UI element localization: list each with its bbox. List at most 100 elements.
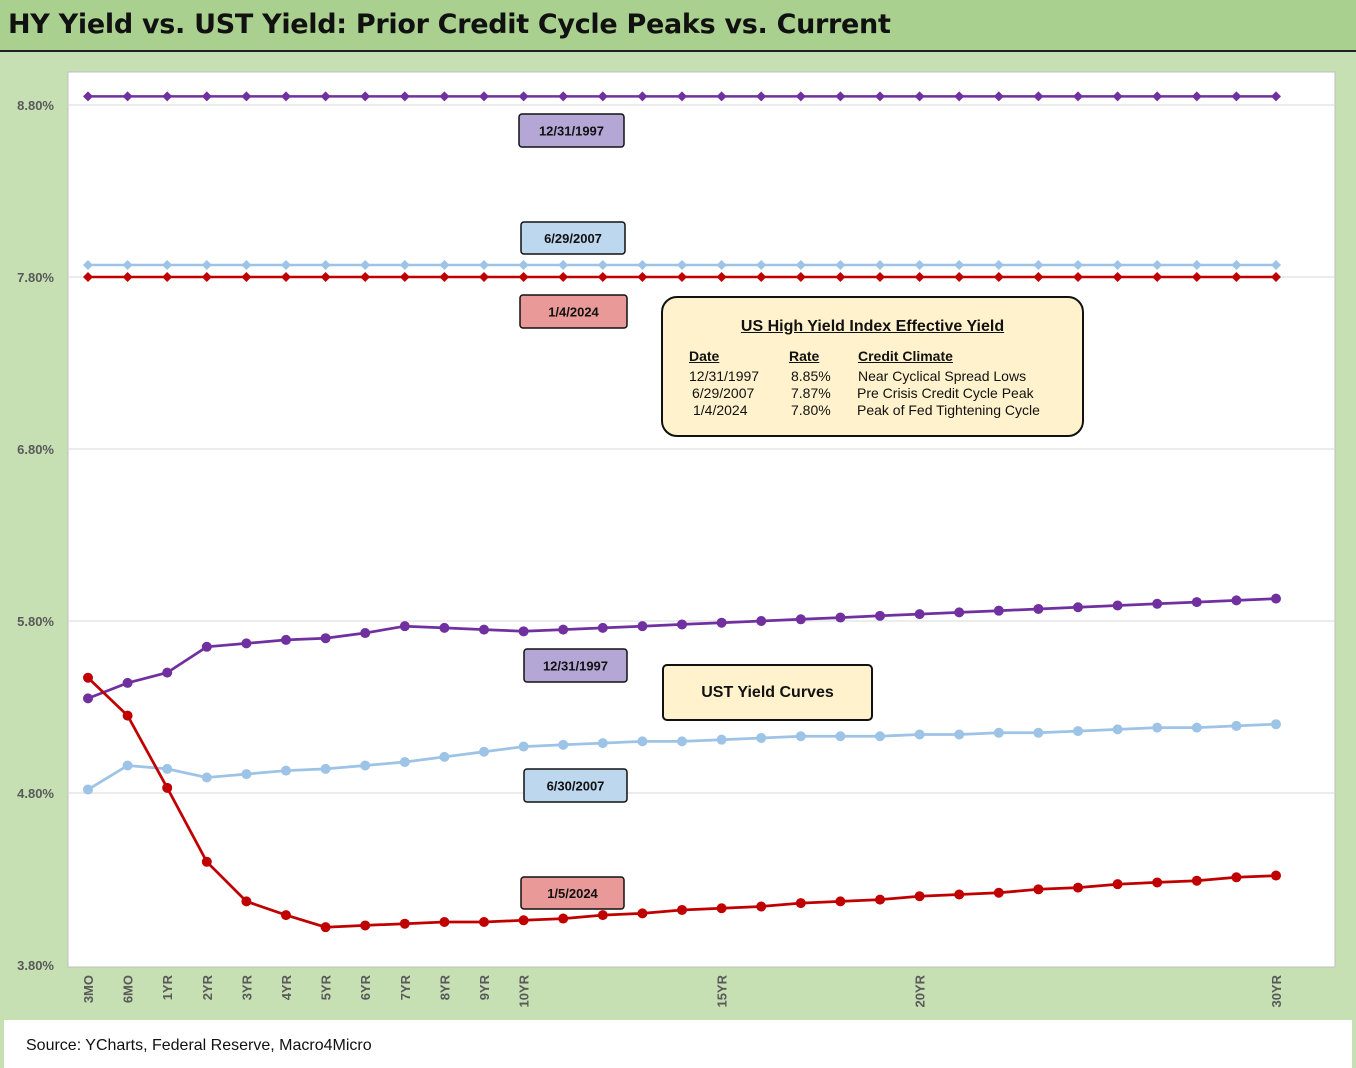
data-point-ust bbox=[281, 910, 291, 921]
data-point-hy bbox=[875, 91, 885, 102]
data-point-hy bbox=[83, 91, 93, 102]
data-point-ust bbox=[1152, 722, 1163, 733]
data-point-ust bbox=[360, 760, 371, 771]
data-point-hy bbox=[677, 259, 687, 270]
data-point-hy bbox=[479, 259, 489, 270]
data-point-ust bbox=[1231, 595, 1242, 606]
x-tick-label: 1YR bbox=[160, 974, 175, 1000]
data-point-hy bbox=[320, 259, 331, 270]
x-tick-label: 5YR bbox=[319, 974, 334, 1000]
legend-header-rate: Rate bbox=[789, 348, 820, 364]
data-point-hy bbox=[399, 91, 410, 102]
data-point-hy bbox=[716, 91, 727, 102]
data-point-ust bbox=[716, 903, 727, 914]
data-point-hy bbox=[1231, 91, 1242, 102]
data-point-ust bbox=[835, 612, 846, 623]
data-point-hy bbox=[162, 91, 173, 102]
data-point-ust bbox=[320, 922, 331, 933]
data-point-hy bbox=[1033, 91, 1044, 102]
data-point-hy bbox=[162, 259, 173, 270]
legend-row-rate: 8.85% bbox=[791, 368, 831, 384]
x-tick-label: 9YR bbox=[477, 974, 492, 1000]
data-point-hy bbox=[597, 91, 608, 102]
data-point-ust bbox=[281, 765, 291, 776]
data-point-ust bbox=[518, 741, 529, 752]
legend-row-rate: 7.80% bbox=[791, 402, 831, 418]
data-point-hy bbox=[835, 91, 846, 102]
data-point-hy bbox=[795, 91, 806, 102]
x-tick-label: 3YR bbox=[239, 974, 254, 1000]
data-point-ust bbox=[201, 641, 212, 652]
data-point-ust bbox=[835, 731, 846, 742]
data-point-ust bbox=[241, 896, 252, 907]
data-point-hy bbox=[914, 91, 925, 102]
data-point-hy bbox=[83, 272, 93, 282]
data-point-hy bbox=[1191, 259, 1202, 270]
data-point-ust bbox=[241, 769, 252, 780]
data-point-ust bbox=[1033, 603, 1044, 614]
data-point-ust bbox=[875, 894, 885, 905]
data-point-hy bbox=[637, 272, 648, 282]
data-point-ust bbox=[835, 896, 846, 907]
data-point-ust bbox=[399, 621, 410, 632]
data-point-ust bbox=[122, 677, 133, 688]
ust-yield-curves-label: UST Yield Curves bbox=[662, 664, 873, 721]
chart-title: HY Yield vs. UST Yield: Prior Credit Cyc… bbox=[8, 9, 891, 40]
data-point-ust bbox=[162, 667, 173, 678]
data-point-hy bbox=[162, 272, 173, 282]
data-point-hy bbox=[1191, 91, 1202, 102]
data-point-hy bbox=[479, 272, 489, 282]
data-point-hy bbox=[597, 272, 608, 282]
data-point-ust bbox=[716, 734, 727, 745]
data-point-ust bbox=[993, 887, 1004, 898]
data-point-hy bbox=[756, 259, 767, 270]
data-point-ust bbox=[399, 918, 410, 929]
data-point-ust bbox=[954, 607, 965, 618]
data-point-hy bbox=[716, 259, 727, 270]
data-point-ust bbox=[1073, 726, 1083, 737]
data-point-hy bbox=[993, 91, 1004, 102]
data-point-hy bbox=[122, 272, 133, 282]
data-point-ust bbox=[914, 891, 925, 902]
legend-header-climate: Credit Climate bbox=[858, 348, 953, 364]
x-tick-label: 7YR bbox=[398, 974, 413, 1000]
data-point-ust bbox=[439, 622, 450, 633]
title-bar: HY Yield vs. UST Yield: Prior Credit Cyc… bbox=[0, 0, 1356, 52]
data-point-ust bbox=[518, 626, 529, 637]
data-point-ust bbox=[914, 729, 925, 740]
y-tick-label: 3.80% bbox=[17, 958, 54, 973]
data-point-hy bbox=[835, 272, 846, 282]
data-point-hy bbox=[439, 91, 450, 102]
data-point-ust bbox=[1033, 884, 1044, 895]
data-point-ust bbox=[1073, 882, 1083, 893]
data-point-ust bbox=[479, 917, 489, 927]
data-point-hy bbox=[954, 272, 965, 282]
data-point-ust bbox=[320, 633, 331, 644]
data-point-ust bbox=[1073, 602, 1083, 613]
data-point-hy bbox=[558, 259, 569, 270]
x-tick-label: 10YR bbox=[517, 974, 532, 1007]
data-point-hy bbox=[241, 259, 252, 270]
data-point-ust bbox=[1152, 598, 1163, 609]
data-point-ust bbox=[479, 746, 489, 757]
legend-row-date: 1/4/2024 bbox=[693, 402, 748, 418]
data-point-ust bbox=[1271, 870, 1281, 881]
data-point-ust bbox=[122, 760, 133, 771]
data-point-ust bbox=[993, 605, 1004, 616]
data-point-hy bbox=[637, 259, 648, 270]
data-point-ust bbox=[677, 619, 687, 630]
data-point-hy bbox=[518, 91, 529, 102]
data-point-hy bbox=[875, 272, 885, 282]
data-point-hy bbox=[281, 272, 291, 282]
data-point-ust bbox=[756, 616, 767, 626]
data-point-ust bbox=[360, 920, 371, 931]
data-point-hy bbox=[439, 259, 450, 270]
data-point-ust bbox=[756, 901, 767, 912]
data-point-hy bbox=[241, 272, 252, 282]
x-tick-label: 6YR bbox=[358, 974, 373, 1000]
data-point-hy bbox=[1073, 91, 1083, 102]
data-point-ust bbox=[677, 736, 687, 747]
data-point-hy bbox=[1152, 91, 1163, 102]
data-point-ust bbox=[795, 898, 806, 909]
data-point-hy bbox=[1271, 91, 1281, 102]
